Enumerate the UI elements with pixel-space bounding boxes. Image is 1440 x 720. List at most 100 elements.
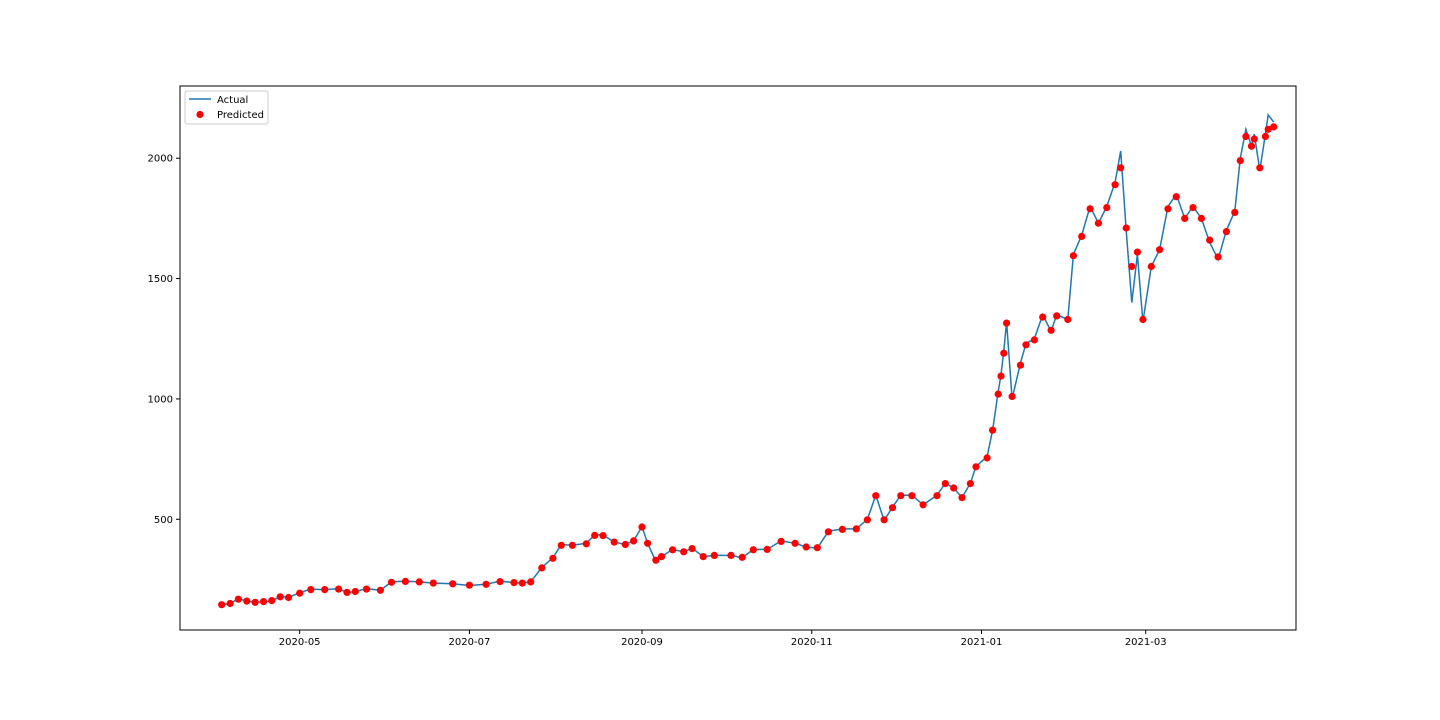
axes: 2020-05 2020-07 2020-09 2020-11 2021-01 2021-…: [148, 85, 1297, 648]
predicted-point: [518, 579, 526, 587]
predicted-point: [591, 531, 599, 540]
y-tick-label: 500: [154, 515, 173, 526]
predicted-point: [699, 553, 707, 561]
predicted-point: [351, 587, 359, 596]
predicted-point: [1164, 205, 1172, 213]
predicted-point: [941, 480, 949, 488]
predicted-point: [335, 585, 343, 593]
legend-actual-label: Actual: [217, 95, 248, 106]
predicted-point: [482, 580, 490, 588]
predicted-point: [994, 390, 1002, 398]
plot-area: [218, 113, 1278, 609]
y-tick-label: 2000: [148, 154, 173, 165]
predicted-point: [638, 523, 646, 531]
predicted-point: [296, 589, 304, 597]
predicted-point: [863, 516, 872, 524]
predicted-point: [243, 597, 251, 605]
predicted-point: [738, 553, 746, 561]
predicted-point: [1122, 224, 1130, 232]
predicted-point: [838, 525, 847, 534]
predicted-point: [343, 588, 351, 597]
predicted-point: [1147, 262, 1155, 271]
legend-predicted-label: Predicted: [217, 110, 264, 121]
predicted-point: [1236, 157, 1244, 165]
predicted-point: [510, 579, 518, 587]
predicted-point: [652, 556, 660, 564]
predicted-point: [950, 484, 958, 492]
predicted-point: [465, 581, 473, 589]
predicted-point: [1172, 193, 1180, 201]
predicted-point: [621, 540, 629, 549]
predicted-point: [1264, 125, 1272, 133]
predicted-point: [610, 538, 618, 546]
predicted-point: [599, 532, 607, 540]
predicted-point: [568, 541, 577, 549]
predicted-point: [802, 543, 810, 551]
predicted-point: [362, 585, 371, 593]
predicted-point: [268, 597, 276, 605]
predicted-point: [527, 578, 535, 586]
predicted-point: [1139, 315, 1147, 324]
predicted-point: [1094, 219, 1102, 227]
predicted-point: [688, 545, 696, 553]
predicted-point: [966, 480, 975, 488]
predicted-point: [1197, 214, 1205, 222]
predicted-point: [449, 580, 457, 588]
x-tick-label: 2021-01: [961, 637, 1003, 648]
predicted-point: [387, 578, 396, 586]
x-tick-label: 2020-05: [279, 637, 321, 648]
predicted-point: [1181, 214, 1189, 222]
predicted-point: [989, 426, 997, 434]
predicted-point: [496, 578, 504, 586]
legend-predicted-dot-swatch: [196, 110, 204, 119]
predicted-point: [749, 546, 757, 554]
predicted-point: [1039, 313, 1047, 321]
predicted-point: [908, 492, 916, 500]
predicted-point: [1053, 312, 1061, 320]
predicted-point: [1000, 349, 1008, 357]
predicted-point: [1003, 319, 1011, 327]
predicted-point: [897, 492, 905, 500]
predicted-point: [669, 546, 677, 554]
predicted-point: [429, 579, 437, 587]
predicted-point: [791, 539, 799, 547]
x-tick-label: 2020-09: [621, 637, 663, 648]
predicted-point: [1270, 123, 1278, 131]
predicted-point: [1189, 204, 1197, 212]
predicted-point: [1086, 205, 1094, 213]
predicted-point: [1261, 132, 1269, 141]
predicted-point: [234, 595, 242, 603]
predicted-point: [1214, 253, 1222, 261]
predicted-point: [727, 551, 735, 560]
predicted-point: [376, 586, 384, 594]
predicted-point: [872, 492, 880, 500]
predicted-point: [251, 598, 259, 606]
predicted-point: [1231, 208, 1239, 216]
predicted-point: [710, 551, 718, 560]
predicted-point: [1128, 262, 1136, 271]
predicted-point: [680, 548, 688, 556]
predicted-point: [933, 492, 941, 500]
predicted-point: [824, 528, 833, 536]
predicted-point: [1078, 232, 1086, 240]
predicted-point: [1069, 252, 1077, 260]
predicted-point: [997, 372, 1005, 380]
predicted-point: [549, 554, 557, 562]
axes-frame: [179, 85, 1297, 631]
predicted-point: [1022, 341, 1030, 349]
predicted-point: [1242, 132, 1250, 141]
predicted-point: [218, 601, 226, 609]
predicted-point: [972, 463, 980, 471]
predicted-point: [1064, 315, 1072, 324]
predicted-point: [1111, 181, 1119, 189]
predicted-point: [630, 537, 638, 545]
predicted-point: [1133, 248, 1141, 256]
predicted-point: [888, 504, 897, 512]
predicted-point: [958, 494, 966, 502]
predicted-point: [657, 553, 666, 561]
predicted-point: [1156, 246, 1164, 254]
predicted-point: [777, 537, 785, 546]
predicted-point: [321, 586, 329, 594]
predicted-point: [983, 454, 991, 462]
